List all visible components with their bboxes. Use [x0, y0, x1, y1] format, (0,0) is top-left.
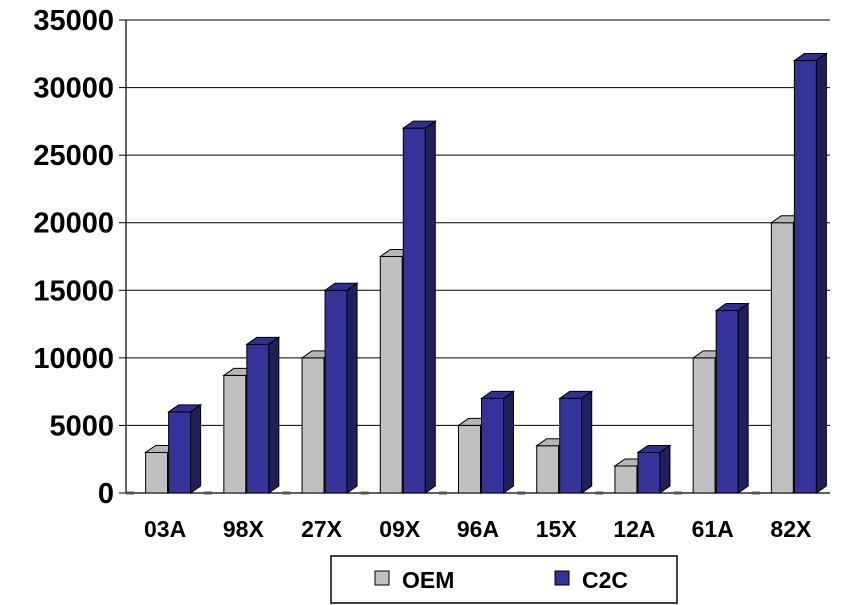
x-tick-label: 15X	[536, 516, 578, 542]
y-tick-label: 0	[98, 478, 114, 510]
legend-swatch-oem	[374, 570, 390, 586]
gridlines	[126, 19, 830, 426]
legend-swatch-c2c	[554, 570, 570, 586]
bar-c2c-27x	[323, 282, 359, 494]
y-tick-label: 10000	[33, 343, 114, 375]
legend: OEM C2C	[330, 555, 678, 604]
bar-c2c-09x	[401, 120, 437, 494]
y-tick-label: 25000	[33, 140, 114, 172]
bar-c2c-61a	[714, 302, 750, 494]
x-tick-label: 09X	[379, 516, 421, 542]
y-tick-label: 30000	[33, 73, 114, 105]
legend-label-c2c: C2C	[582, 567, 628, 593]
x-tick-label: 27X	[301, 516, 343, 542]
bar-c2c-12a	[636, 444, 672, 494]
x-tick-label: 96A	[457, 516, 499, 542]
x-tick-label: 82X	[770, 516, 812, 542]
x-tick-label: 12A	[613, 516, 655, 542]
y-tick-label: 5000	[49, 410, 114, 442]
legend-label-oem: OEM	[402, 567, 454, 593]
bar-c2c-96a	[479, 390, 516, 494]
bars	[144, 52, 828, 494]
category-labels: 03A 98X 27X 09X 96A 15X 12A 61A 82X	[144, 516, 812, 542]
bar-c2c-98x	[245, 336, 281, 494]
y-tick-label: 20000	[33, 208, 114, 240]
x-tick-label: 61A	[692, 516, 734, 542]
bar-c2c-82x	[792, 52, 828, 494]
y-tick-label: 15000	[33, 275, 114, 307]
y-tick-label: 35000	[33, 5, 114, 37]
y-tick-labels: 0 5000 10000 15000 20000 25000 30000 35000	[33, 5, 114, 510]
x-tick-label: 03A	[144, 516, 186, 542]
x-tick-label: 98X	[223, 516, 265, 542]
bar-c2c-03a	[167, 403, 203, 494]
bar-c2c-15x	[558, 390, 594, 494]
